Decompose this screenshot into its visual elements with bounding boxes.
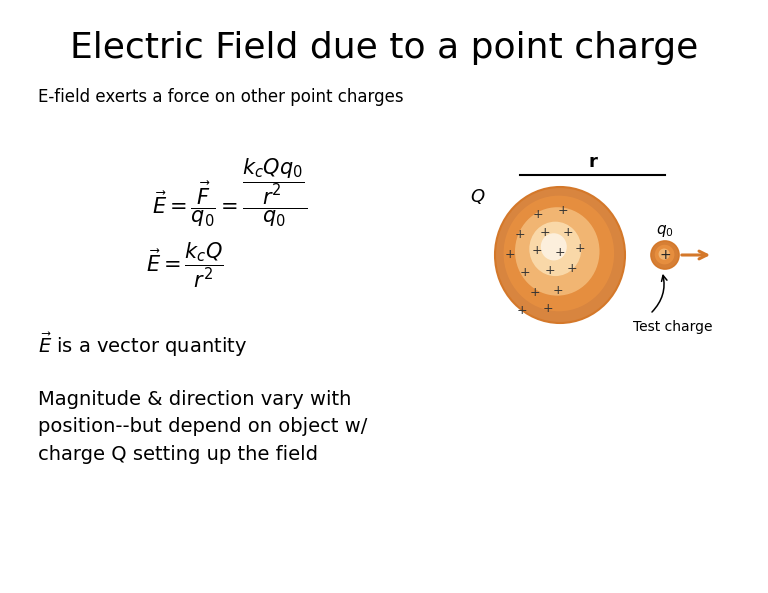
Ellipse shape [541,233,567,260]
Ellipse shape [504,196,614,311]
Text: Q: Q [470,188,484,206]
Text: Magnitude & direction vary with
position--but depend on object w/
charge Q setti: Magnitude & direction vary with position… [38,390,367,464]
Text: +: + [505,248,515,262]
Circle shape [651,241,679,269]
Text: +: + [554,246,565,259]
Text: +: + [530,285,541,298]
Text: +: + [515,228,525,241]
Circle shape [658,248,670,260]
Text: +: + [545,263,555,276]
Text: +: + [659,248,670,262]
Ellipse shape [515,207,600,296]
Text: +: + [543,301,553,314]
Text: $\vec{E} = \dfrac{\vec{F}}{q_0} = \dfrac{\dfrac{k_c Q q_0}{r^2}}{q_0}$: $\vec{E} = \dfrac{\vec{F}}{q_0} = \dfrac… [153,157,307,229]
Text: +: + [563,225,574,238]
Text: +: + [574,241,585,254]
Circle shape [655,245,674,264]
Text: E-field exerts a force on other point charges: E-field exerts a force on other point ch… [38,88,404,106]
Text: +: + [520,266,531,279]
Ellipse shape [495,187,625,323]
Text: $\vec{E} = \dfrac{k_c Q}{r^2}$: $\vec{E} = \dfrac{k_c Q}{r^2}$ [146,240,224,290]
Text: +: + [533,209,543,222]
Text: +: + [517,304,528,317]
Text: +: + [567,262,578,275]
Text: +: + [558,203,568,216]
Ellipse shape [529,222,581,276]
Text: r: r [588,153,597,171]
Text: $q_0$: $q_0$ [656,223,674,239]
Text: +: + [553,283,563,296]
Text: Test charge: Test charge [634,320,713,334]
Text: +: + [531,244,542,257]
Text: Electric Field due to a point charge: Electric Field due to a point charge [70,31,698,65]
Text: $\vec{E}$ is a vector quantity: $\vec{E}$ is a vector quantity [38,331,247,359]
Text: +: + [540,225,551,238]
